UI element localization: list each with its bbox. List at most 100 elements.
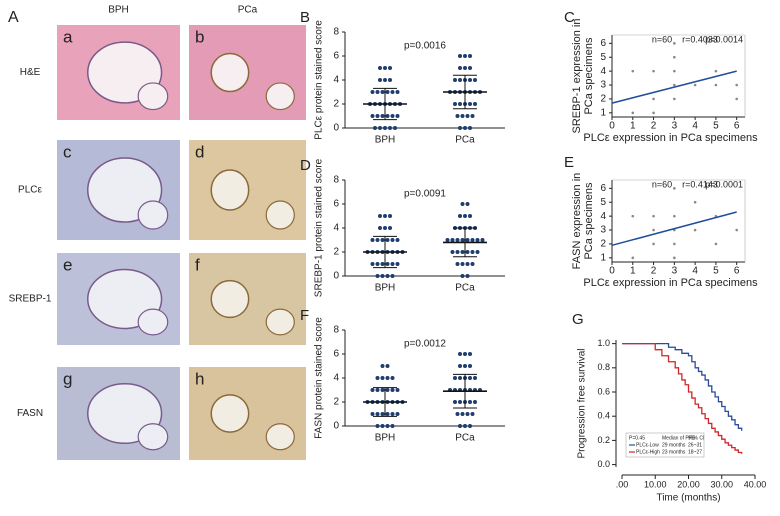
data-dot [375, 238, 380, 242]
data-dot [390, 114, 395, 118]
y-tick-label: 6 [600, 183, 606, 194]
data-dot [390, 262, 395, 266]
data-dot [468, 102, 472, 106]
y-tick-label: 5 [600, 197, 606, 208]
data-dot [388, 126, 392, 130]
x-tick-label: 40.00 [744, 479, 767, 489]
legend-box [625, 432, 705, 458]
y-tick-label: 0 [333, 271, 339, 282]
data-dot [388, 214, 392, 218]
y-tick-label: 6 [333, 51, 339, 62]
data-dot [375, 262, 380, 266]
error-bar [373, 87, 397, 121]
data-dot [460, 114, 465, 118]
y-tick-label: 8 [333, 27, 339, 38]
data-dot [380, 364, 385, 368]
y-tick-label: 0.8 [597, 362, 610, 372]
gland-lumen [265, 423, 295, 451]
data-dot [463, 126, 467, 130]
panel-label: B [300, 9, 310, 26]
data-dot [460, 274, 465, 278]
data-point [652, 97, 655, 101]
data-dot [395, 412, 400, 416]
y-tick-label: 0.0 [597, 459, 610, 469]
data-dot [390, 412, 395, 416]
x-tick-label: 0 [609, 121, 615, 132]
data-dot [380, 90, 385, 94]
data-dot [390, 424, 395, 428]
column-header: BPH [108, 5, 129, 16]
data-dot [380, 424, 385, 428]
data-point [631, 256, 635, 260]
y-tick-label: 1 [600, 107, 606, 118]
image-sublabel: c [63, 142, 72, 161]
y-tick-label: 8 [333, 325, 339, 336]
data-point [673, 242, 676, 246]
data-dot [463, 66, 467, 70]
data-dot [458, 54, 462, 58]
gland-lumen [210, 279, 250, 319]
data-dot [390, 238, 395, 242]
gland-lumen [265, 200, 295, 230]
legend-p-value: P=0.45 [629, 435, 645, 441]
data-dot [473, 102, 477, 106]
data-dot [385, 388, 390, 392]
data-dot [455, 412, 460, 416]
data-dot [385, 364, 390, 368]
y-tick-label: 2 [600, 94, 606, 105]
data-dot [370, 412, 375, 416]
image-sublabel: e [63, 255, 72, 274]
column-header: PCa [238, 5, 258, 16]
data-point [652, 111, 655, 115]
x-tick-label: BPH [375, 433, 396, 444]
x-tick-label: 4 [692, 121, 698, 132]
y-tick-label: 4 [333, 373, 339, 384]
data-dot [458, 214, 462, 218]
y-tick-label: 2 [600, 239, 606, 250]
data-dot [463, 364, 467, 368]
error-bar [373, 387, 397, 417]
x-tick-label: 6 [734, 266, 740, 277]
data-dot [463, 214, 467, 218]
y-tick-label: 3 [600, 225, 606, 236]
row-label: PLCε [18, 185, 42, 196]
legend-ci: 18~27 [688, 449, 702, 455]
gland-lumen [137, 200, 169, 230]
y-tick-label: 0.6 [597, 386, 610, 396]
data-dot [385, 90, 390, 94]
data-dot [390, 388, 395, 392]
data-dot [383, 226, 387, 230]
data-dot [453, 376, 457, 380]
data-dot [460, 238, 465, 242]
legend-median: 29 months [662, 442, 686, 448]
data-point [631, 69, 635, 73]
data-point [693, 200, 697, 204]
data-point [714, 69, 718, 73]
data-dot [388, 226, 392, 230]
row-label: FASN [17, 408, 43, 419]
data-dot [370, 238, 375, 242]
x-tick-label: 1 [630, 266, 636, 277]
panel-label: F [300, 307, 309, 324]
stat-annotation: n=60 [652, 34, 672, 44]
x-tick-label: 6 [734, 121, 740, 132]
data-dot [473, 78, 477, 82]
data-dot [393, 126, 397, 130]
data-dot [380, 114, 385, 118]
y-axis-label: PCa specimens [583, 182, 595, 260]
image-sublabel: g [63, 369, 72, 388]
image-sublabel: d [195, 142, 204, 161]
data-point [631, 111, 635, 115]
x-tick-label: 3 [672, 121, 678, 132]
y-tick-label: 3 [600, 80, 606, 91]
data-dot [395, 90, 400, 94]
data-dot [465, 262, 470, 266]
data-dot [458, 126, 462, 130]
data-dot [458, 376, 462, 380]
y-axis-label: PCa specimens [583, 37, 595, 115]
data-dot [463, 54, 467, 58]
data-dot [458, 364, 462, 368]
x-tick-label: 4 [692, 266, 698, 277]
row-label: H&E [20, 67, 41, 78]
data-dot [470, 250, 475, 254]
